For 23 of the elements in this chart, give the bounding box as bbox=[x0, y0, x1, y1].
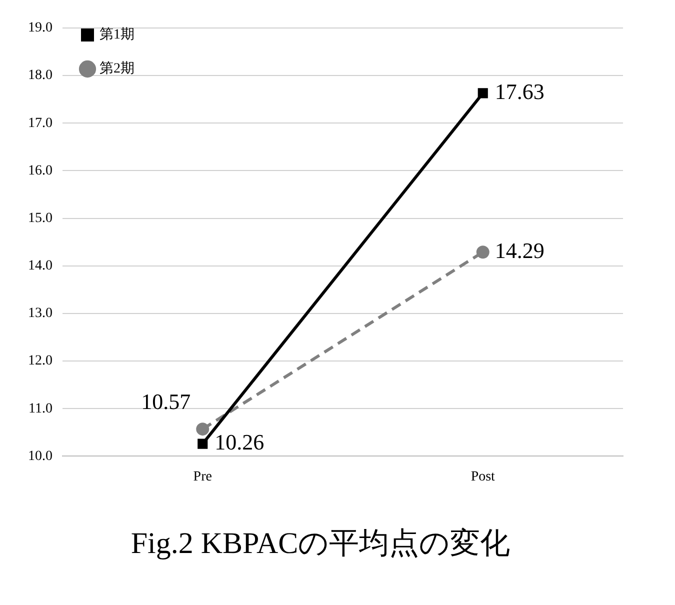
data-label: 10.26 bbox=[214, 430, 264, 455]
y-tick-label: 16.0 bbox=[28, 163, 52, 178]
x-tick-label: Pre bbox=[193, 469, 212, 484]
legend-label: 第2期 bbox=[100, 60, 134, 77]
y-tick-label: 11.0 bbox=[28, 401, 52, 416]
y-tick-label: 18.0 bbox=[28, 68, 52, 84]
data-label: 17.63 bbox=[494, 78, 544, 104]
y-tick-label: 19.0 bbox=[28, 20, 52, 36]
data-label: 10.57 bbox=[141, 388, 191, 414]
point bbox=[196, 422, 210, 436]
y-tick-label: 10.0 bbox=[28, 448, 52, 464]
y-tick-label: 14.0 bbox=[28, 258, 52, 274]
data-label: 14.29 bbox=[494, 238, 544, 263]
x-tick-label: Post bbox=[470, 469, 496, 484]
y-tick-label: 13.0 bbox=[28, 306, 52, 322]
point bbox=[476, 246, 490, 259]
text: Fig.2 KBPACの平均点の変化 bbox=[130, 526, 510, 560]
y-tick-label: 17.0 bbox=[28, 116, 52, 131]
point bbox=[198, 438, 208, 449]
y-tick-label: 12.0 bbox=[28, 354, 52, 369]
y-tick-label: 15.0 bbox=[28, 210, 52, 226]
legend-label: 第1期 bbox=[100, 26, 134, 43]
point bbox=[478, 88, 488, 98]
